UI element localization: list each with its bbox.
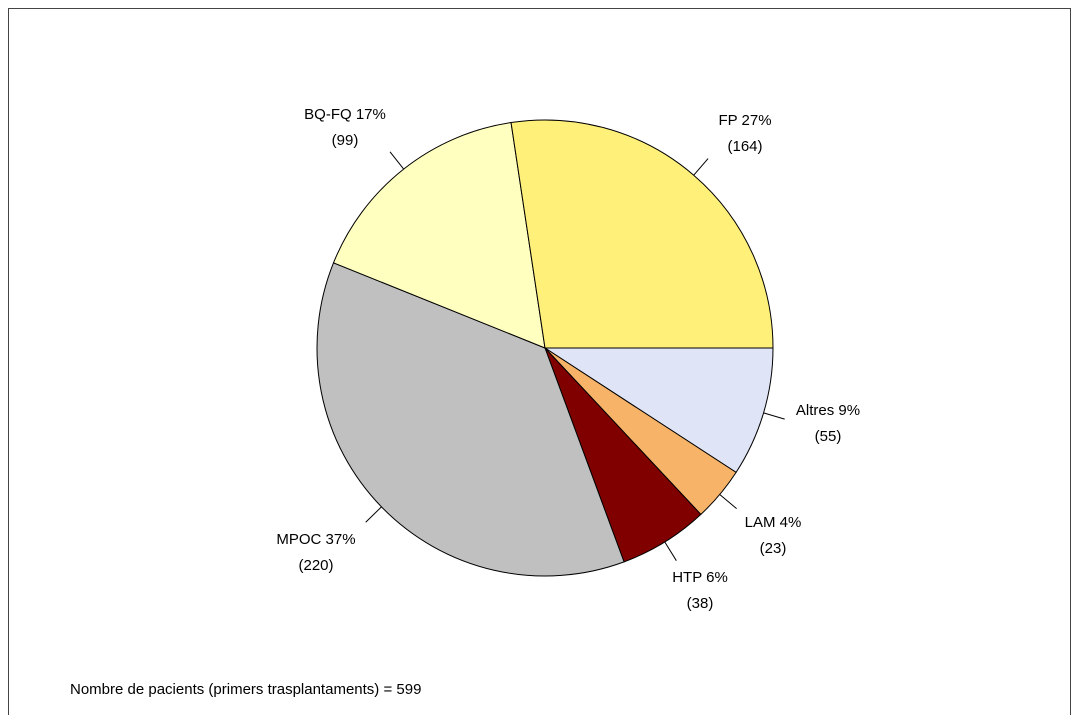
leader-line <box>763 412 785 420</box>
slice-label: MPOC 37% <box>276 531 355 548</box>
leader-line <box>693 158 709 176</box>
value-label: (220) <box>298 557 333 574</box>
leader-line <box>389 151 405 170</box>
slice-label: Altres 9% <box>796 402 860 419</box>
value-label: (38) <box>687 595 714 612</box>
footnote: Nombre de pacients (primers trasplantame… <box>70 681 421 698</box>
slice-label: BQ-FQ 17% <box>304 106 386 123</box>
leader-line <box>664 541 677 561</box>
value-label: (23) <box>760 540 787 557</box>
pie-slice <box>316 262 625 577</box>
slice-label: FP 27% <box>718 112 771 129</box>
slice-label: HTP 6% <box>672 569 728 586</box>
value-label: (164) <box>727 138 762 155</box>
leader-line <box>719 494 737 509</box>
value-label: (55) <box>815 428 842 445</box>
pie-slice <box>543 347 774 474</box>
pie-slice <box>332 121 546 349</box>
slice-label: LAM 4% <box>745 514 802 531</box>
leader-line <box>365 506 382 523</box>
value-label: (99) <box>332 132 359 149</box>
